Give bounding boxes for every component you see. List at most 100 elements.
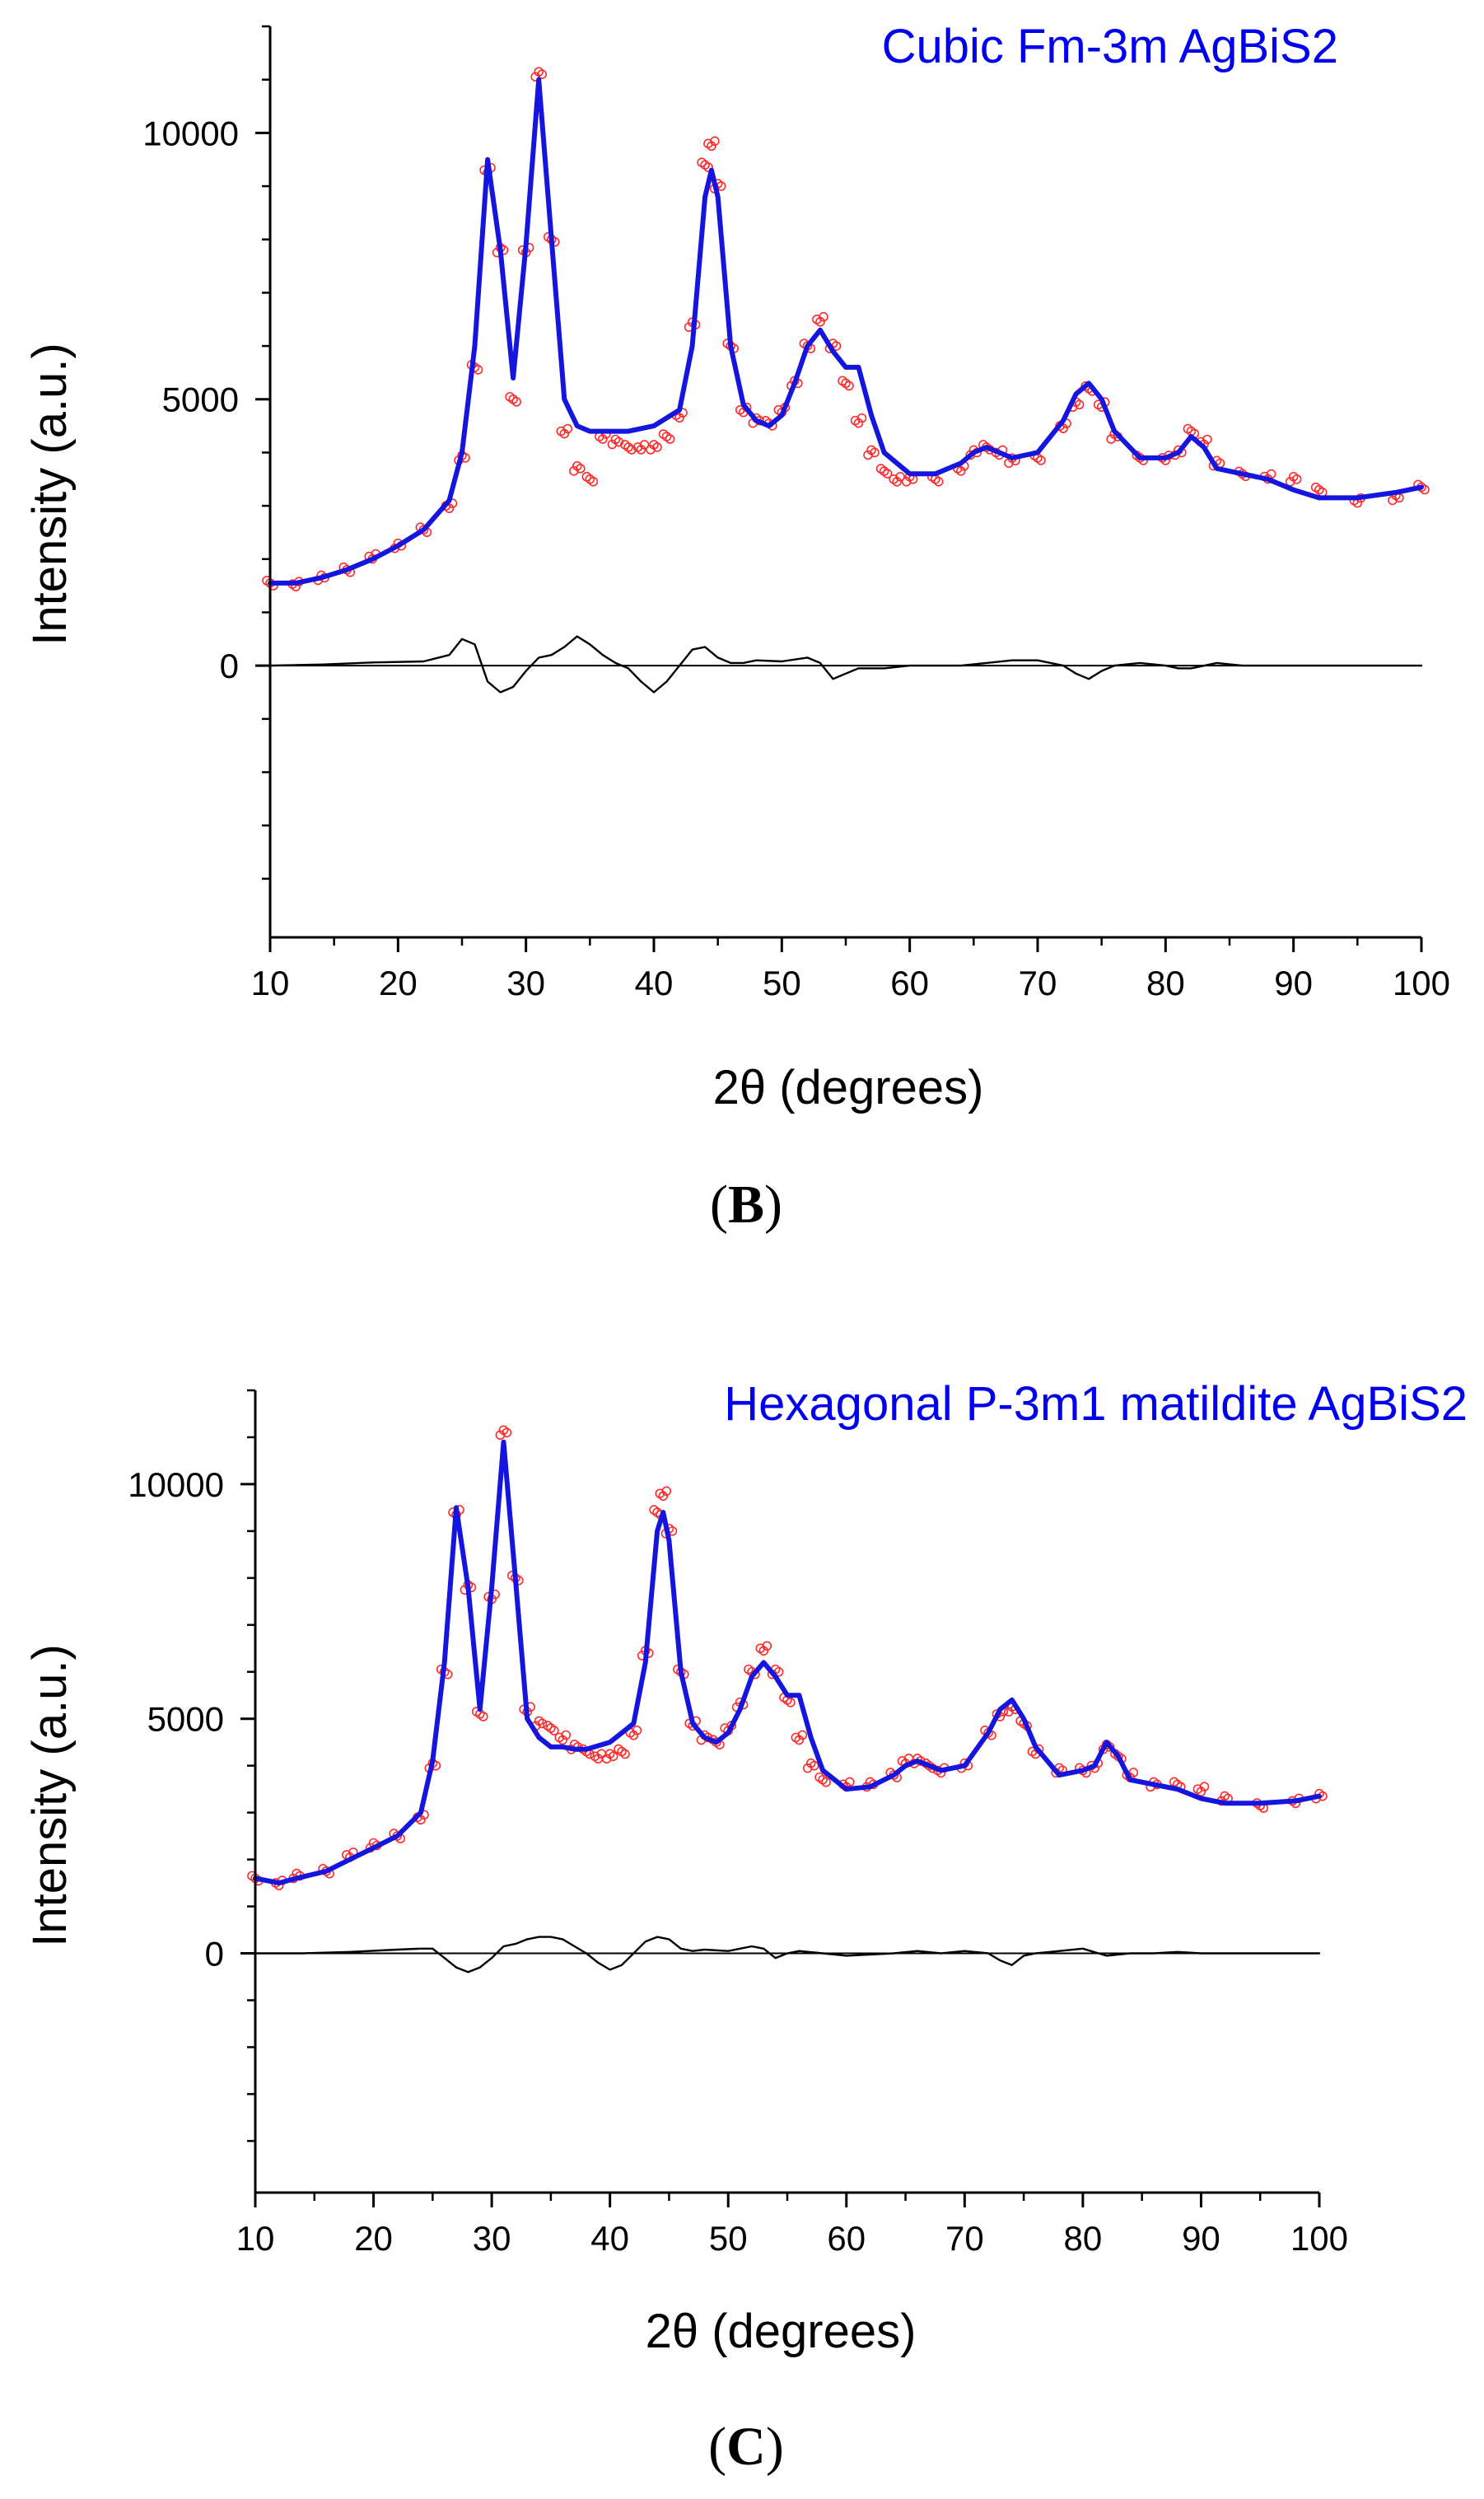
panel-b-observed-point [815, 316, 825, 327]
panel-b: Cubic Fm-3m AgBiS2 10 20 30 40 50 60 70 80 90 100… [23, 20, 1450, 1235]
panel-b-x-tick-label: 40 [635, 964, 674, 1002]
panel-b-observed-point [652, 442, 662, 452]
panel-b-plot-series [262, 67, 1430, 694]
panel-c-observed-point [1128, 1768, 1139, 1777]
panel-c-observed-point [478, 1712, 488, 1721]
panel-b-observed-point [575, 464, 586, 474]
panel-c-caption-open: ( [708, 2417, 726, 2477]
panel-b-x-tick-label: 60 [890, 964, 929, 1002]
panel-b-observed-point [1202, 434, 1212, 445]
panel-c-observed-point [658, 1491, 669, 1502]
panel-c-x-tick-label: 40 [590, 2219, 629, 2258]
panel-c-observed-point [786, 1698, 796, 1707]
panel-b-observed-point [588, 476, 599, 487]
panel-b-observed-point [639, 440, 650, 450]
panel-b-observed-point [1291, 474, 1302, 484]
panel-b-y-tick-label: 0 [220, 647, 239, 685]
panel-c-x-tick-label: 30 [473, 2219, 511, 2258]
panel-c-observed-point [549, 1726, 559, 1735]
panel-c-ylabel: Intensity (a.u.) [23, 1644, 77, 1946]
panel-b-observed-point [559, 428, 570, 439]
panel-c-observed-point [661, 1486, 672, 1497]
panel-b-observed-point [707, 141, 716, 152]
panel-b-observed-point [537, 69, 548, 80]
panel-b-xlabel: 2θ (degrees) [713, 1061, 984, 1114]
panel-b-observed-point [710, 136, 720, 147]
panel-c-caption-letter: C [726, 2417, 766, 2477]
panel-c-series-calculated-line [253, 1439, 1322, 1886]
panel-b-observed-point [674, 413, 684, 423]
panel-c-observed-point [797, 1730, 808, 1740]
panel-c-observed-point [1196, 1787, 1206, 1796]
panel-b-y-tick-label: 10000 [142, 114, 239, 152]
panel-b-caption-open: ( [710, 1175, 728, 1235]
panel-c-x-tick-label: 80 [1064, 2219, 1103, 2258]
panel-c-series-observed [247, 1425, 1328, 1890]
panel-c-observed-point [794, 1735, 805, 1745]
panel-b-title: Cubic Fm-3m AgBiS2 [882, 20, 1338, 73]
panel-c-y-tick-label: 0 [205, 1935, 224, 1974]
panel-b-observed-point [933, 476, 944, 487]
panel-c-x-tick-label: 70 [945, 2219, 984, 2258]
panel-c-observed-point [502, 1427, 512, 1438]
panel-b-y-tick-label: 5000 [162, 381, 239, 419]
panel-b-observed-point [892, 476, 902, 487]
panel-c-observed-point [762, 1641, 772, 1651]
panel-c-xlabel: 2θ (degrees) [646, 2305, 917, 2358]
panel-c-caption-close: ) [766, 2417, 784, 2477]
panel-b-observed-point [703, 162, 713, 172]
panel-c-series-difference-line [254, 1936, 1321, 1974]
panel-b-x-tick-label: 20 [379, 964, 418, 1002]
panel-c-observed-point [809, 1760, 819, 1771]
panel-c-title: Hexagonal P-3m1 matildite AgBiS2 [724, 1377, 1468, 1431]
panel-b-observed-point [598, 434, 608, 444]
panel-c-observed-point [608, 1751, 618, 1762]
panel-b-observed-point [1074, 399, 1085, 410]
panel-c-observed-point [561, 1730, 572, 1740]
panel-b-observed-point [1036, 455, 1046, 465]
panel-b-x-tick-label: 50 [763, 964, 801, 1002]
panel-c-observed-point [821, 1777, 831, 1787]
panel-b-caption-close: ) [764, 1175, 782, 1235]
panel-c-observed-point [628, 1731, 639, 1740]
panel-b-x-tick-label: 100 [1393, 964, 1450, 1002]
panel-b-x-tick-label: 30 [506, 964, 545, 1002]
panel-b-observed-point [882, 469, 893, 479]
panel-b-caption-letter: B [728, 1175, 764, 1235]
panel-b-observed-point [870, 447, 880, 458]
panel-b-x-tick-label: 70 [1019, 964, 1057, 1002]
panel-b-observed-point [844, 381, 854, 391]
panel-b-caption: (B) [710, 1175, 782, 1235]
panel-c-caption: (C) [708, 2417, 784, 2477]
panel-c-observed-point [632, 1726, 642, 1735]
panel-c-x-tick-label: 90 [1182, 2219, 1220, 2258]
panel-b-observed-point [856, 413, 867, 423]
panel-c-observed-point [1199, 1782, 1210, 1791]
panel-c-y-tick-label: 10000 [128, 1465, 224, 1504]
panel-b-observed-point [895, 471, 905, 482]
panel-b-x-tick-label: 10 [251, 964, 290, 1002]
panel-b-observed-point [665, 434, 675, 444]
panel-b-observed-point [853, 418, 864, 428]
panel-c-x-tick-label: 20 [354, 2219, 393, 2258]
panel-c-x-tick-label: 60 [827, 2219, 866, 2258]
panel-c-plot-series [247, 1425, 1328, 1974]
panel-c-observed-point [620, 1749, 630, 1759]
panel-c-ticks: 10 20 30 40 50 60 70 80 90 100 0 5000 10000 [128, 1389, 1348, 2258]
panel-c-x-tick-label: 100 [1290, 2219, 1348, 2258]
panel-c: Hexagonal P-3m1 matildite AgBiS2 10 20 30 4… [23, 1377, 1468, 2477]
panel-b-ylabel: Intensity (a.u.) [23, 343, 77, 645]
panel-c-observed-point [558, 1735, 568, 1745]
panel-b-series-difference-line [268, 635, 1423, 694]
panel-b-observed-point [562, 423, 573, 434]
panel-c-observed-point [537, 1718, 548, 1729]
panel-b-x-tick-label: 80 [1146, 964, 1185, 1002]
panel-b-observed-point [627, 445, 637, 455]
panel-b-x-tick-label: 90 [1274, 964, 1313, 1002]
panel-b-series-calculated-line [268, 77, 1424, 586]
panel-c-x-tick-label: 50 [709, 2219, 748, 2258]
panel-b-ticks: 10 20 30 40 50 60 70 80 90 100 0 5000 10000 [142, 25, 1450, 1002]
panel-c-y-tick-label: 5000 [147, 1700, 224, 1739]
panel-b-observed-point [819, 311, 828, 322]
